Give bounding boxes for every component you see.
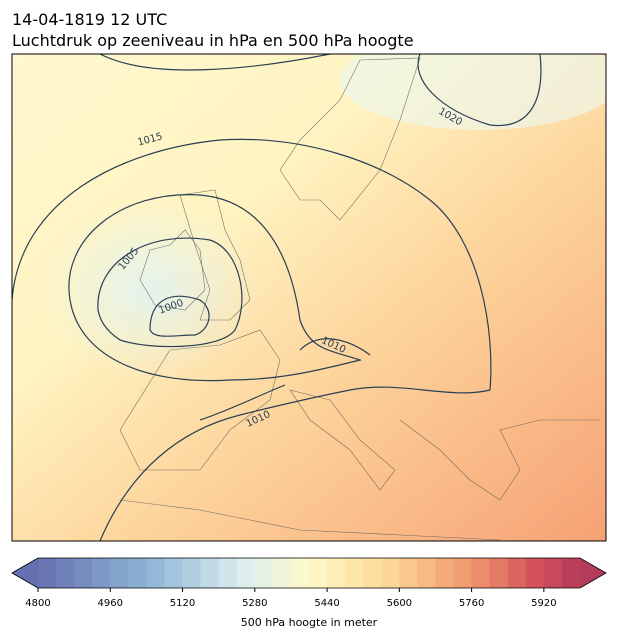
- colorbar-band: [146, 558, 165, 588]
- colorbar-band: [272, 558, 292, 588]
- colorbar-extend: [12, 558, 38, 588]
- colorbar-band: [561, 558, 581, 588]
- colorbar-tick-label: 5920: [531, 598, 556, 609]
- colorbar-tick-label: 5760: [459, 598, 484, 609]
- colorbar-tick-label: 5600: [387, 598, 412, 609]
- colorbar-band: [74, 558, 93, 588]
- colorbar-band: [92, 558, 111, 588]
- colorbar-band: [236, 558, 256, 588]
- colorbar-band: [525, 558, 545, 588]
- colorbar-band: [164, 558, 184, 588]
- colorbar-tick-label: 5280: [242, 598, 267, 609]
- colorbar-tick-label: 5440: [314, 598, 339, 609]
- colorbar-band: [56, 558, 75, 588]
- colorbar-band: [200, 558, 220, 588]
- colorbar-band: [128, 558, 147, 588]
- colorbar-band: [254, 558, 274, 588]
- map-frame: [11, 53, 607, 542]
- colorbar-band: [182, 558, 202, 588]
- date: 14-04-1819 12 UTC: [12, 10, 167, 29]
- colorbar-band: [489, 558, 509, 588]
- title: Luchtdruk op zeeniveau in hPa en 500 hPa…: [12, 31, 414, 50]
- colorbar-band: [345, 558, 364, 588]
- colorbar-band: [327, 558, 346, 588]
- colorbar-band: [290, 558, 310, 588]
- colorbar-band: [453, 558, 473, 588]
- colorbar-band: [543, 558, 563, 588]
- colorbar-tick-label: 4960: [98, 598, 123, 609]
- colorbar-tick-label: 4800: [25, 598, 50, 609]
- colorbar-band: [309, 558, 328, 588]
- colorbar-band: [381, 558, 400, 588]
- colorbar-extend: [580, 558, 606, 588]
- colorbar-band: [471, 558, 491, 588]
- colorbar-band: [110, 558, 129, 588]
- map: 1015 1020 1005 1000 1010 1010: [12, 54, 606, 541]
- colorbar-band: [38, 558, 57, 588]
- colorbar-band: [435, 558, 455, 588]
- colorbar-band: [363, 558, 382, 588]
- colorbar-band: [507, 558, 527, 588]
- colorbar-band: [399, 558, 418, 588]
- colorbar: 4800 4960 5120 5280 5440 5600 5760 5920: [11, 557, 607, 609]
- colorbar-band: [218, 558, 238, 588]
- colorbar-label: 500 hPa hoogte in meter: [241, 616, 378, 629]
- colorbar-band: [417, 558, 436, 588]
- colorbar-tick-label: 5120: [170, 598, 195, 609]
